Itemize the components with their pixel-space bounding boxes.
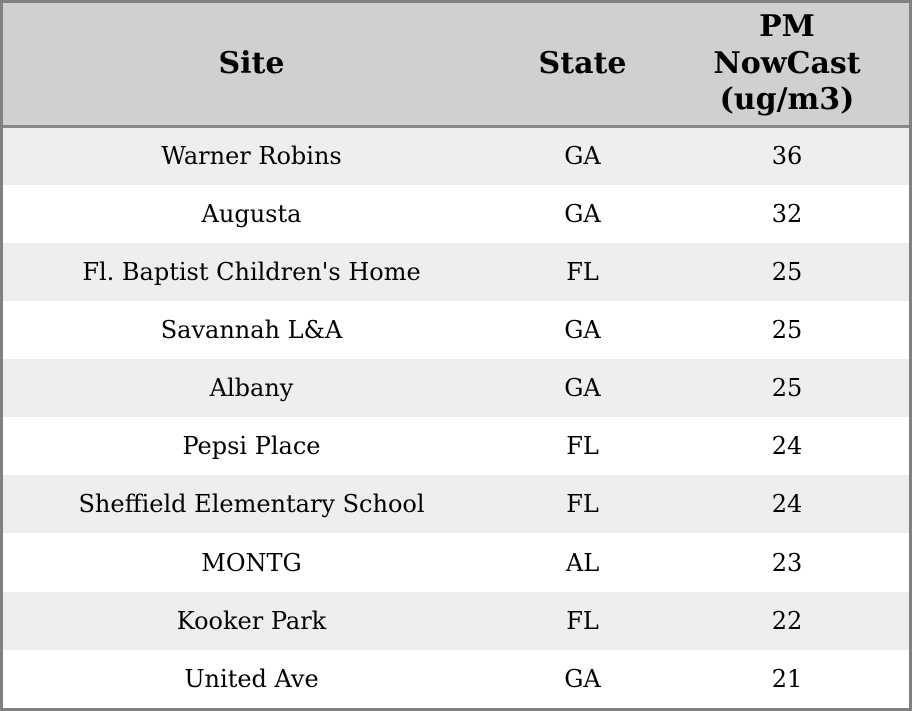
table-row: Sheffield Elementary School FL 24 <box>3 475 909 534</box>
header-state-label: State <box>538 45 627 81</box>
header-row: Site State PM NowCast (ug/m3) <box>3 3 909 128</box>
pm-cell: 25 <box>665 242 909 301</box>
state-cell: FL <box>500 475 665 534</box>
pm-cell: 22 <box>665 591 909 650</box>
table-row: Pepsi Place FL 24 <box>3 417 909 476</box>
pm-cell: 25 <box>665 359 909 418</box>
header-site: Site <box>3 3 500 128</box>
state-cell: GA <box>500 184 665 243</box>
table-row: Savannah L&A GA 25 <box>3 300 909 360</box>
state-cell: GA <box>500 649 665 708</box>
pm-cell: 21 <box>665 649 909 708</box>
header-pm-nowcast-label: PM NowCast (ug/m3) <box>713 9 861 118</box>
table-row: Kooker Park FL 22 <box>3 591 909 650</box>
table-row: United Ave GA 21 <box>3 649 909 708</box>
state-cell: GA <box>500 300 665 360</box>
pm-cell: 25 <box>665 300 909 360</box>
table-body: Warner Robins GA 36 Augusta GA 32 Fl. Ba… <box>3 126 909 708</box>
state-cell: FL <box>500 591 665 650</box>
table-row: Augusta GA 32 <box>3 184 909 243</box>
site-cell: MONTG <box>3 533 500 592</box>
pm-cell: 24 <box>665 417 909 476</box>
data-table: Site State PM NowCast (ug/m3) Warner Rob… <box>3 3 909 708</box>
header-pm-nowcast: PM NowCast (ug/m3) <box>665 3 909 128</box>
site-cell: Albany <box>3 359 500 418</box>
site-cell: Kooker Park <box>3 591 500 650</box>
site-cell: Pepsi Place <box>3 417 500 476</box>
site-cell: Savannah L&A <box>3 300 500 360</box>
state-cell: GA <box>500 359 665 418</box>
header-site-label: Site <box>218 45 285 81</box>
table-row: Warner Robins GA 36 <box>3 126 909 185</box>
table-header: Site State PM NowCast (ug/m3) <box>3 3 909 128</box>
pm-cell: 24 <box>665 475 909 534</box>
site-cell: United Ave <box>3 649 500 708</box>
site-cell: Warner Robins <box>3 126 500 185</box>
pm-cell: 23 <box>665 533 909 592</box>
site-cell: Fl. Baptist Children's Home <box>3 242 500 301</box>
state-cell: GA <box>500 126 665 185</box>
site-cell: Augusta <box>3 184 500 243</box>
site-cell: Sheffield Elementary School <box>3 475 500 534</box>
table-row: Albany GA 25 <box>3 359 909 418</box>
table-row: MONTG AL 23 <box>3 533 909 592</box>
pm-cell: 32 <box>665 184 909 243</box>
header-state: State <box>500 3 665 128</box>
state-cell: AL <box>500 533 665 592</box>
state-cell: FL <box>500 417 665 476</box>
state-cell: FL <box>500 242 665 301</box>
pm-cell: 36 <box>665 126 909 185</box>
table-row: Fl. Baptist Children's Home FL 25 <box>3 242 909 301</box>
